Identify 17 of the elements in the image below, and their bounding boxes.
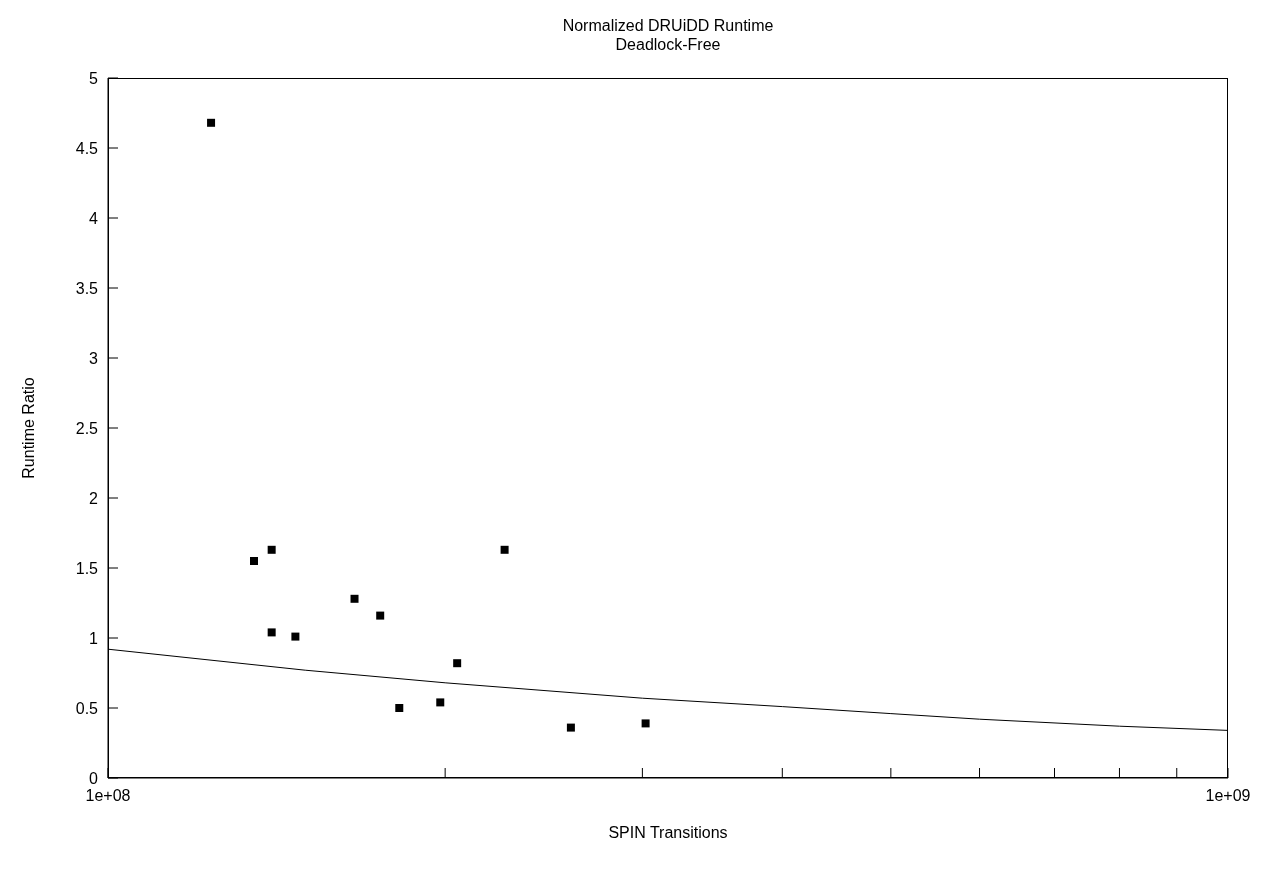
y-tick-label: 2 bbox=[89, 489, 99, 507]
y-tick-label: 3 bbox=[89, 349, 99, 367]
x-tick-label: 1e+08 bbox=[85, 787, 131, 805]
chart-subtitle: Deadlock-Free bbox=[614, 35, 722, 54]
y-tick-label: 4 bbox=[89, 209, 99, 227]
y-tick-label: 4.5 bbox=[75, 139, 99, 157]
chart-title: Normalized DRUiDD Runtime bbox=[561, 16, 775, 35]
y-tick-label: 5 bbox=[89, 69, 99, 87]
y-tick-label: 0.5 bbox=[75, 699, 99, 717]
x-tick-label: 1e+09 bbox=[1205, 787, 1251, 805]
y-tick-label: 1.5 bbox=[75, 559, 99, 577]
y-tick-label: 1 bbox=[89, 629, 99, 647]
y-axis-title: Runtime Ratio bbox=[19, 377, 37, 479]
y-tick-label: 3.5 bbox=[75, 279, 99, 297]
y-tick-label: 0 bbox=[89, 769, 99, 787]
x-axis-title: SPIN Transitions bbox=[608, 824, 728, 841]
y-tick-label: 2.5 bbox=[75, 419, 99, 437]
